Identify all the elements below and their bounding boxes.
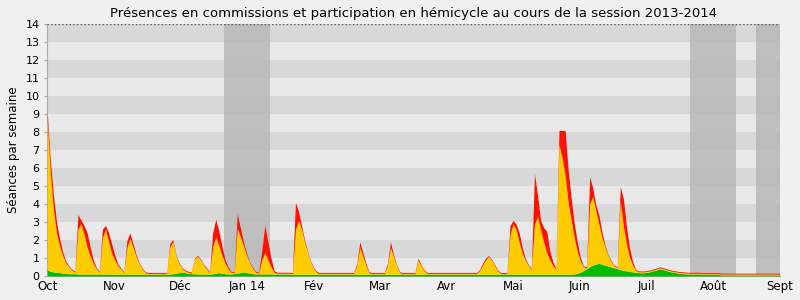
Bar: [47, 96, 780, 114]
Bar: [47, 78, 780, 96]
Y-axis label: Séances par semaine: Séances par semaine: [7, 87, 20, 213]
Bar: [47, 6, 780, 24]
Bar: [756, 24, 780, 276]
Bar: [690, 24, 736, 276]
Bar: [47, 186, 780, 204]
Bar: [47, 240, 780, 258]
Bar: [47, 204, 780, 222]
Bar: [47, 60, 780, 78]
Bar: [224, 24, 270, 276]
Bar: [47, 168, 780, 186]
Bar: [47, 150, 780, 168]
Bar: [47, 222, 780, 240]
Title: Présences en commissions et participation en hémicycle au cours de la session 20: Présences en commissions et participatio…: [110, 7, 717, 20]
Bar: [47, 42, 780, 60]
Bar: [47, 114, 780, 132]
Bar: [47, 258, 780, 276]
Bar: [47, 132, 780, 150]
Bar: [47, 24, 780, 42]
